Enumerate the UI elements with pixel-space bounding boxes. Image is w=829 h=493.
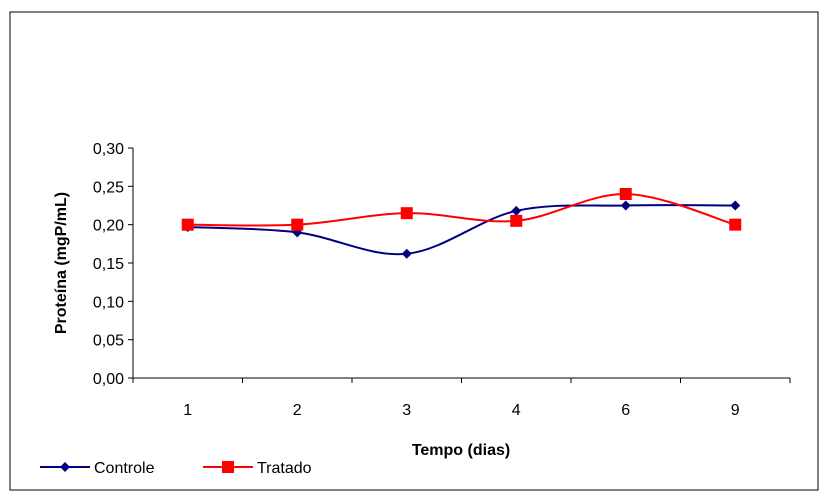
chart-border xyxy=(9,11,819,491)
legend-marker-controle xyxy=(60,462,70,472)
x-axis: 1 2 3 4 6 9 xyxy=(132,377,791,419)
y-tick-label: 0,00 xyxy=(93,371,124,388)
data-point-tratado xyxy=(400,207,413,220)
series-line-controle xyxy=(187,204,736,256)
data-point-controle xyxy=(401,248,412,259)
y-axis-title: Proteína (mgP/mL) xyxy=(53,192,70,334)
y-tick-label: 0,25 xyxy=(93,179,124,196)
data-point-tratado xyxy=(181,218,194,231)
series-line-tratado xyxy=(187,192,736,227)
data-point-controle xyxy=(620,200,631,211)
x-ticks: 1 2 3 4 6 9 xyxy=(132,378,791,419)
series-layer xyxy=(181,188,742,259)
y-ticks: 0,00 0,05 0,10 0,15 0,20 0,25 0,30 xyxy=(93,141,133,388)
data-point-tratado xyxy=(729,218,742,231)
x-tick-label: 2 xyxy=(293,402,302,419)
data-point-controle xyxy=(511,205,522,216)
x-axis-title: Tempo (dias) xyxy=(412,442,510,459)
legend-item-controle: Controle xyxy=(40,460,155,477)
data-point-tratado xyxy=(619,188,632,200)
data-point-tratado xyxy=(510,214,523,227)
series-controle xyxy=(182,200,741,259)
data-point-tratado xyxy=(291,218,304,231)
data-point-controle xyxy=(730,200,741,211)
y-tick-label: 0,20 xyxy=(93,218,124,235)
y-tick-label: 0,15 xyxy=(93,256,124,273)
y-tick-label: 0,10 xyxy=(93,294,124,311)
legend-item-tratado: Tratado xyxy=(203,460,312,477)
y-tick-label: 0,05 xyxy=(93,333,124,350)
x-tick-label: 1 xyxy=(183,402,192,419)
legend-label-controle: Controle xyxy=(94,460,155,477)
legend-marker-tratado xyxy=(222,461,234,473)
legend-label-tratado: Tratado xyxy=(257,460,312,477)
legend: Controle Tratado xyxy=(40,460,312,477)
x-tick-label: 4 xyxy=(512,402,521,419)
series-tratado xyxy=(181,188,742,231)
x-tick-label: 6 xyxy=(621,402,630,419)
y-tick-label: 0,30 xyxy=(93,141,124,158)
y-axis: 0,00 0,05 0,10 0,15 0,20 0,25 0,30 xyxy=(93,141,134,388)
x-tick-label: 9 xyxy=(731,402,740,419)
x-tick-label: 3 xyxy=(402,402,411,419)
